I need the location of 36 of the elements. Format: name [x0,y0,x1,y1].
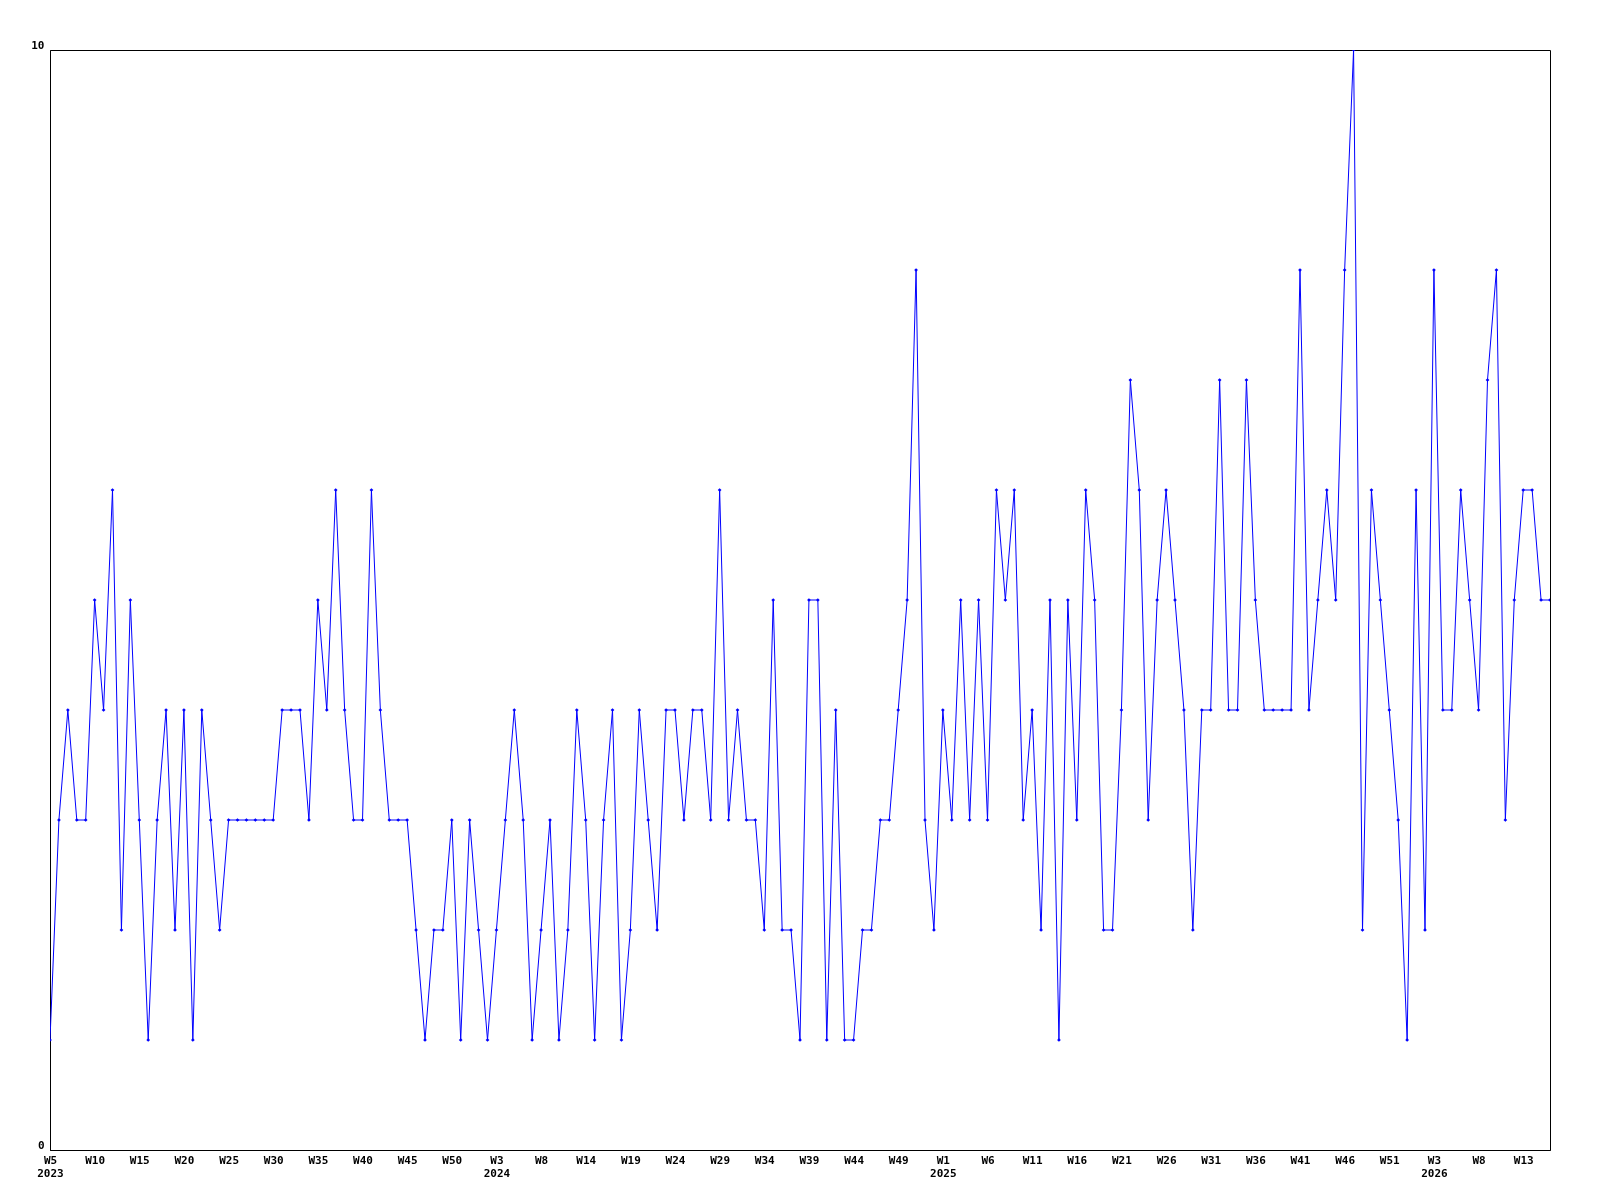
y-tick-label: 10 [31,38,45,52]
x-tick-label: W15 [129,1153,150,1167]
x-tick-label: W29 [710,1153,731,1167]
x-tick-label: W40 [353,1153,373,1167]
x-tick-label: W36 [1245,1153,1267,1167]
x-tick-label: W26 [1156,1153,1177,1167]
y-tick-label: 0 [37,1138,45,1152]
x-tick-label: W14 [576,1153,597,1167]
x-tick-label: W1 2025 [930,1153,957,1180]
x-tick-label: W39 [799,1153,820,1167]
x-tick-label: W34 [754,1153,776,1167]
x-tick-label: W21 [1111,1153,1133,1167]
x-tick-label: W46 [1335,1153,1356,1167]
x-tick-label: W10 [85,1153,106,1167]
x-tick-label: W3 2026 [1421,1153,1449,1180]
x-tick-label: W41 [1290,1153,1311,1167]
x-tick-label: W35 [308,1153,329,1167]
x-tick-label: W11 [1022,1153,1043,1167]
x-tick-label: W20 [174,1153,195,1167]
x-tick-label: W13 [1513,1153,1534,1167]
x-tick-label: W50 [442,1153,463,1167]
x-tick-label: W51 [1379,1153,1401,1167]
x-tick-label: W31 [1201,1153,1222,1167]
x-tick-label: W8 [1472,1153,1486,1167]
x-tick-label: W5 2023 [37,1153,64,1180]
x-tick-label: W24 [665,1153,686,1167]
x-tick-label: W8 [534,1153,549,1167]
x-tick-label: W19 [620,1153,641,1167]
x-tick-label: W49 [888,1153,909,1167]
x-tick-label: W16 [1067,1153,1088,1167]
x-tick-label: W3 2024 [483,1153,511,1180]
x-tick-label: W25 [219,1153,240,1167]
x-tick-label: W30 [263,1153,284,1167]
x-tick-label: W6 [981,1153,995,1167]
x-tick-label: W45 [397,1153,418,1167]
x-tick-label: W44 [844,1153,865,1167]
